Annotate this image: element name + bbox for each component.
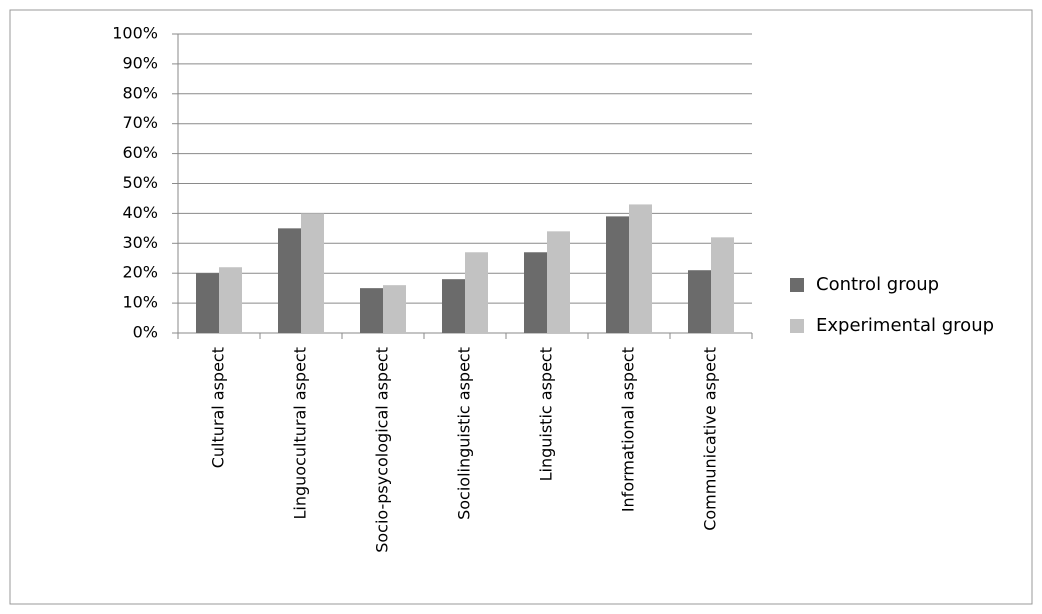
legend-label: Control group xyxy=(816,274,939,295)
y-tick-label: 70% xyxy=(122,113,158,132)
y-tick-label: 60% xyxy=(122,143,158,162)
bar xyxy=(442,279,465,333)
y-tick-label: 40% xyxy=(122,203,158,222)
bar xyxy=(465,252,488,333)
y-tick-label: 30% xyxy=(122,233,158,252)
bar xyxy=(196,273,219,333)
bar xyxy=(606,216,629,333)
chart-frame xyxy=(9,9,1033,605)
y-tick-label: 100% xyxy=(112,24,158,43)
bar xyxy=(629,204,652,333)
bar xyxy=(383,285,406,333)
x-tick-label: Linguistic aspect xyxy=(537,347,556,481)
bar xyxy=(219,267,242,333)
y-tick-label: 10% xyxy=(122,293,158,312)
y-tick-label: 0% xyxy=(133,323,158,342)
x-tick-label: Cultural aspect xyxy=(209,347,228,468)
bar xyxy=(524,252,547,333)
y-tick-label: 20% xyxy=(122,263,158,282)
x-tick-label: Communicative aspect xyxy=(701,347,720,531)
x-tick-label: Informational aspect xyxy=(619,347,638,512)
legend-swatch xyxy=(790,278,804,292)
x-tick-label: Sociolinguistic aspect xyxy=(455,347,474,520)
bar xyxy=(688,270,711,333)
bar xyxy=(547,231,570,333)
y-tick-label: 90% xyxy=(122,53,158,72)
bar xyxy=(711,237,734,333)
x-tick-label: Linguocultural aspect xyxy=(291,347,310,520)
y-tick-label: 80% xyxy=(122,83,158,102)
bar xyxy=(278,228,301,333)
bar xyxy=(360,288,383,333)
legend-label: Experimental group xyxy=(816,315,994,336)
y-tick-label: 50% xyxy=(122,173,158,192)
bar xyxy=(301,213,324,333)
legend-swatch xyxy=(790,319,804,333)
x-tick-label: Socio-psycological aspect xyxy=(373,347,392,553)
